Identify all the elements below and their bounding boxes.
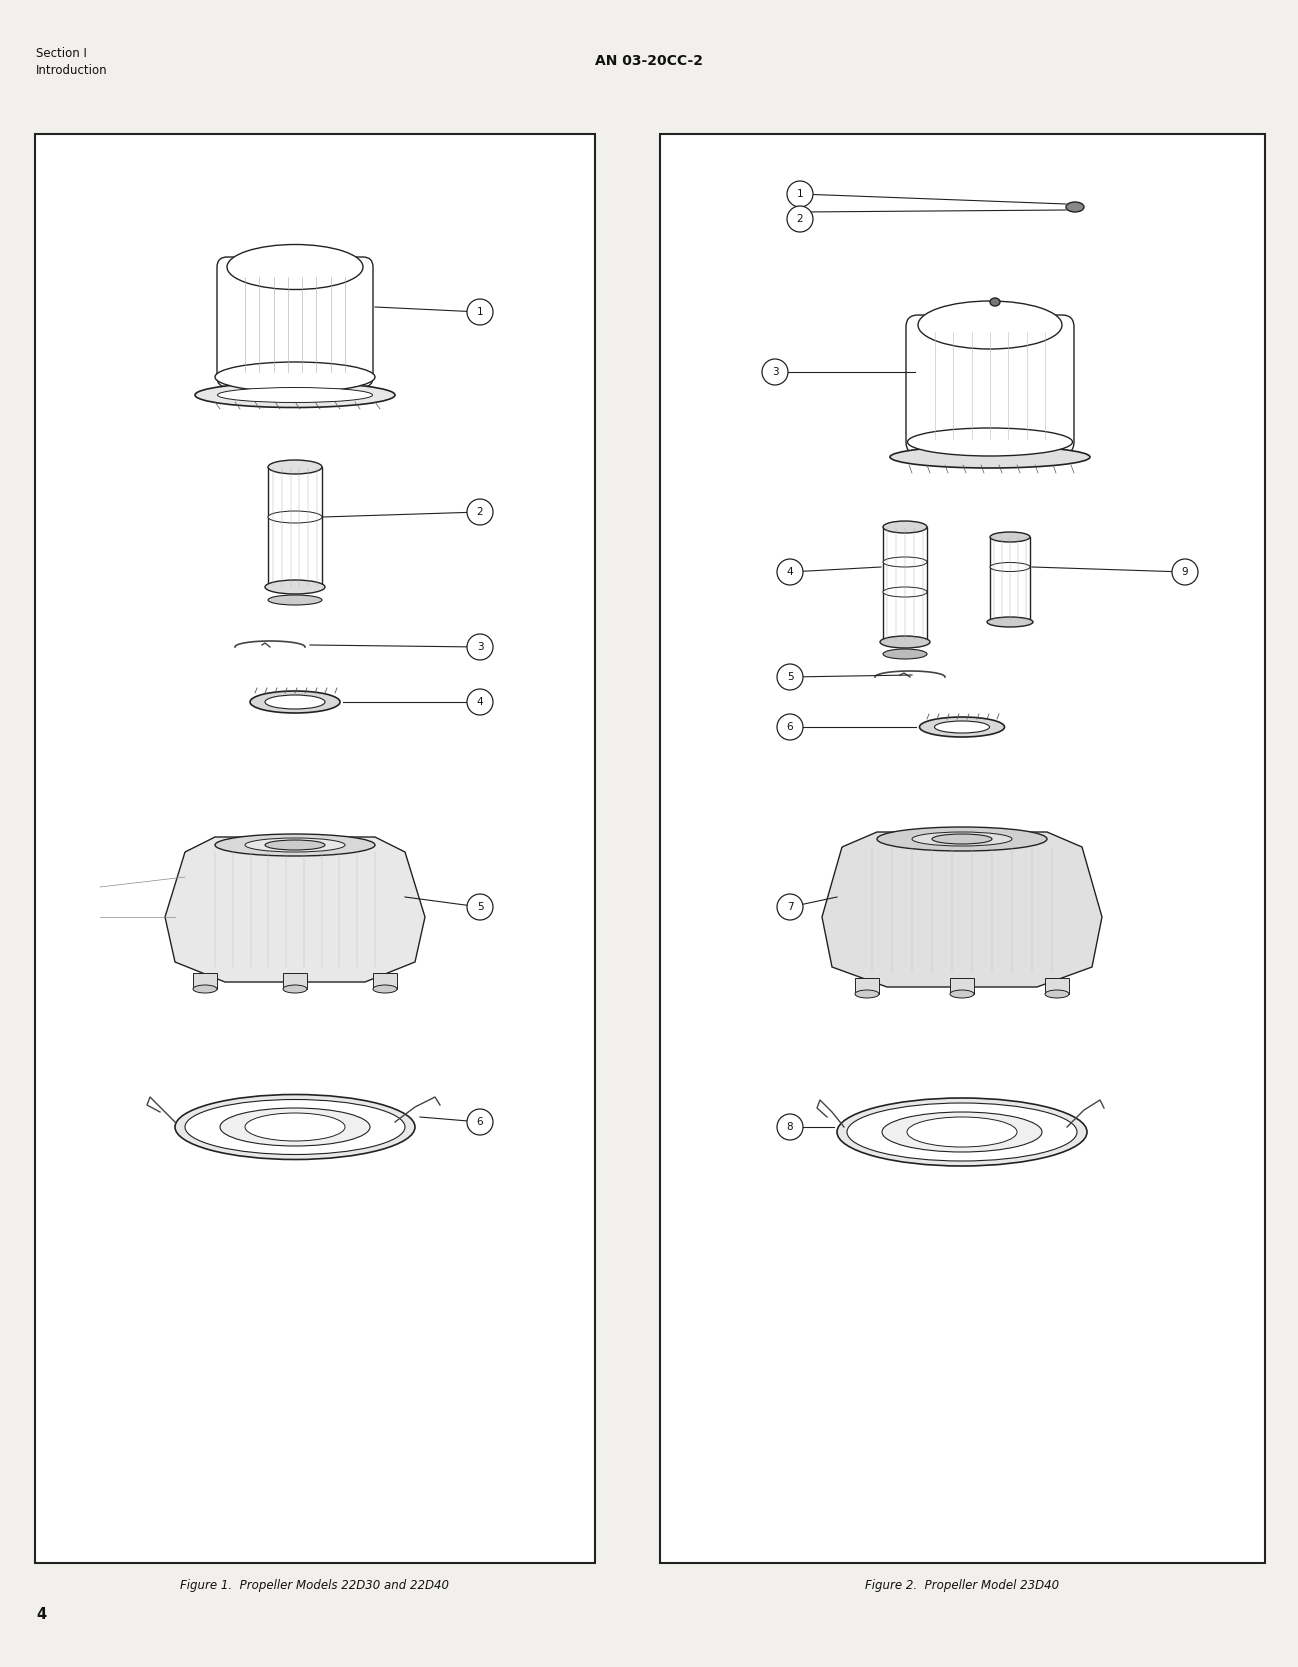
PathPatch shape <box>165 837 424 982</box>
PathPatch shape <box>822 832 1102 987</box>
Text: 2: 2 <box>476 507 483 517</box>
Bar <box>950 979 974 994</box>
Ellipse shape <box>1045 990 1070 999</box>
Ellipse shape <box>251 692 340 713</box>
Ellipse shape <box>267 512 322 523</box>
Ellipse shape <box>195 382 395 407</box>
Circle shape <box>467 633 493 660</box>
Text: 3: 3 <box>476 642 483 652</box>
Bar <box>1045 979 1070 994</box>
Ellipse shape <box>883 648 927 658</box>
Bar <box>659 133 1266 1564</box>
Text: 6: 6 <box>787 722 793 732</box>
Ellipse shape <box>907 428 1072 457</box>
Circle shape <box>762 358 788 385</box>
Text: 9: 9 <box>1181 567 1188 577</box>
Ellipse shape <box>950 990 974 999</box>
Circle shape <box>778 558 803 585</box>
Text: Figure 1.  Propeller Models 22D30 and 22D40: Figure 1. Propeller Models 22D30 and 22D… <box>180 1579 449 1592</box>
Ellipse shape <box>267 460 322 473</box>
Ellipse shape <box>265 695 324 708</box>
Ellipse shape <box>218 387 373 402</box>
Ellipse shape <box>186 1100 405 1155</box>
Bar <box>193 974 217 989</box>
Ellipse shape <box>883 587 927 597</box>
Text: 8: 8 <box>787 1122 793 1132</box>
Ellipse shape <box>990 562 1031 572</box>
Ellipse shape <box>912 832 1012 845</box>
Ellipse shape <box>919 717 1005 737</box>
Ellipse shape <box>986 617 1033 627</box>
Ellipse shape <box>855 990 879 999</box>
Ellipse shape <box>245 839 345 852</box>
Text: 1: 1 <box>797 188 803 198</box>
Text: Introduction: Introduction <box>36 63 108 77</box>
Ellipse shape <box>883 1112 1042 1152</box>
Ellipse shape <box>265 840 324 850</box>
Text: AN 03-20CC-2: AN 03-20CC-2 <box>594 53 704 68</box>
Ellipse shape <box>932 834 992 844</box>
Text: 4: 4 <box>476 697 483 707</box>
Ellipse shape <box>283 985 308 994</box>
Circle shape <box>467 688 493 715</box>
Ellipse shape <box>1066 202 1084 212</box>
Ellipse shape <box>890 447 1090 468</box>
FancyBboxPatch shape <box>217 257 373 387</box>
Ellipse shape <box>990 532 1031 542</box>
Ellipse shape <box>877 827 1047 850</box>
Text: 2: 2 <box>797 213 803 223</box>
Ellipse shape <box>215 362 375 392</box>
Circle shape <box>467 1109 493 1135</box>
Text: 6: 6 <box>476 1117 483 1127</box>
Ellipse shape <box>373 985 397 994</box>
FancyBboxPatch shape <box>906 315 1073 453</box>
Ellipse shape <box>219 1109 370 1145</box>
Bar <box>855 979 879 994</box>
Circle shape <box>467 498 493 525</box>
Ellipse shape <box>880 637 929 648</box>
Ellipse shape <box>267 595 322 605</box>
Ellipse shape <box>848 1104 1077 1160</box>
Bar <box>35 133 594 1564</box>
Text: 4: 4 <box>787 567 793 577</box>
Circle shape <box>1172 558 1198 585</box>
Ellipse shape <box>935 722 989 733</box>
Text: 1: 1 <box>476 307 483 317</box>
Circle shape <box>787 207 813 232</box>
Ellipse shape <box>907 1117 1018 1147</box>
Circle shape <box>787 182 813 207</box>
Ellipse shape <box>245 1114 345 1140</box>
Ellipse shape <box>227 245 363 290</box>
Ellipse shape <box>193 985 217 994</box>
Text: 3: 3 <box>772 367 779 377</box>
Circle shape <box>467 298 493 325</box>
Ellipse shape <box>990 298 999 307</box>
Text: 5: 5 <box>787 672 793 682</box>
Ellipse shape <box>918 302 1062 348</box>
Circle shape <box>778 894 803 920</box>
Bar <box>990 537 1031 622</box>
Bar <box>283 974 308 989</box>
Ellipse shape <box>883 522 927 533</box>
Ellipse shape <box>883 557 927 567</box>
Text: Figure 2.  Propeller Model 23D40: Figure 2. Propeller Model 23D40 <box>864 1579 1059 1592</box>
Text: 7: 7 <box>787 902 793 912</box>
Bar <box>883 527 927 642</box>
Text: 5: 5 <box>476 902 483 912</box>
Ellipse shape <box>837 1099 1086 1165</box>
Circle shape <box>778 713 803 740</box>
Text: Section I: Section I <box>36 47 87 60</box>
Ellipse shape <box>215 834 375 855</box>
Text: 4: 4 <box>36 1607 47 1622</box>
Ellipse shape <box>265 580 324 593</box>
Bar <box>373 974 397 989</box>
Circle shape <box>467 894 493 920</box>
Circle shape <box>778 1114 803 1140</box>
Ellipse shape <box>175 1095 415 1160</box>
Bar <box>267 467 322 587</box>
Circle shape <box>778 663 803 690</box>
